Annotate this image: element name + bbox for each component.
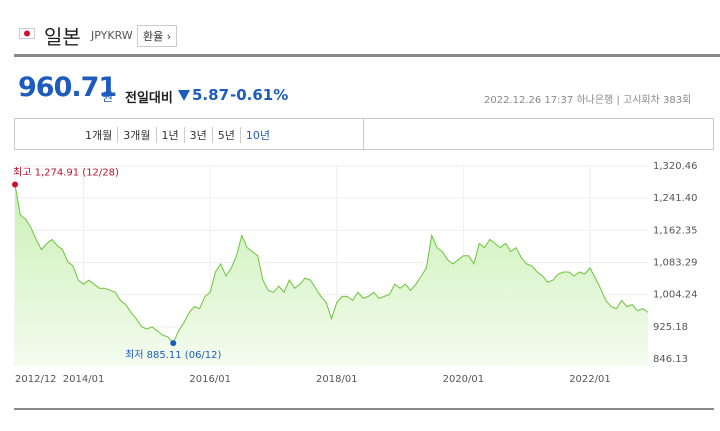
round: 고시회차 383회 bbox=[623, 95, 692, 106]
bank: 하나은행 bbox=[576, 95, 614, 106]
max-dot bbox=[12, 181, 18, 188]
tab-bar bbox=[14, 118, 364, 150]
x-tick-label: 2012/12 bbox=[15, 374, 57, 385]
down-arrow bbox=[178, 90, 190, 101]
datetime: 2022.12.26 17:37 bbox=[484, 95, 574, 106]
flag bbox=[19, 28, 35, 39]
currency-name: 일본 bbox=[44, 25, 81, 49]
tab[interactable]: 1년 bbox=[155, 127, 184, 143]
y-tick-label: 1,162.35 bbox=[653, 225, 698, 236]
tab[interactable]: 5년 bbox=[211, 127, 240, 143]
x-tick-label: 2022/01 bbox=[569, 374, 611, 385]
y-tick-label: 1,320.46 bbox=[653, 161, 698, 172]
change-label: 전일대비 bbox=[125, 91, 173, 106]
price-unit: 원 bbox=[102, 90, 114, 104]
y-tick-label: 846.13 bbox=[653, 354, 688, 365]
tab-bar-empty bbox=[363, 118, 714, 150]
line bbox=[14, 184, 649, 345]
change-pct: -0.61% bbox=[230, 86, 289, 104]
tab[interactable]: 1개월 bbox=[85, 129, 113, 142]
y-tick-label: 1,083.29 bbox=[653, 258, 698, 269]
tab[interactable]: 3년 bbox=[183, 127, 212, 143]
area bbox=[15, 184, 648, 366]
x-tick-label: 2014/01 bbox=[63, 374, 105, 385]
price: 960.71 bbox=[18, 72, 117, 103]
x-tick-label: 2016/01 bbox=[189, 374, 231, 385]
tab[interactable]: 3개월 bbox=[117, 127, 155, 143]
currency-code: JPYKRW bbox=[91, 29, 133, 42]
x-tick-label: 2020/01 bbox=[443, 374, 485, 385]
y-tick-label: 1,004.24 bbox=[653, 290, 698, 301]
x-tick-label: 2018/01 bbox=[316, 374, 358, 385]
tab[interactable]: 10년 bbox=[239, 127, 275, 143]
chart: 846.13 925.18 1,004.24 1,083.29 1,162.35 1,24… bbox=[12, 161, 714, 410]
quote-meta: 2022.12.26 17:37 하나은행 | 고시회차 383회 bbox=[484, 95, 692, 106]
min-dot bbox=[170, 340, 177, 347]
divider bbox=[14, 54, 720, 57]
change: 5.87 bbox=[192, 86, 230, 104]
y-tick-label: 925.18 bbox=[653, 322, 688, 333]
max-label: 최고 1,274.91 (12/28) bbox=[13, 167, 119, 179]
exchange-button[interactable]: 환율 › bbox=[137, 25, 178, 47]
tabs: 1개월 3개월 1년 3년 5년 10년 bbox=[80, 127, 275, 143]
min-label: 최저 885.11 (06/12) bbox=[125, 349, 221, 361]
y-tick-label: 1,241.40 bbox=[653, 193, 698, 204]
